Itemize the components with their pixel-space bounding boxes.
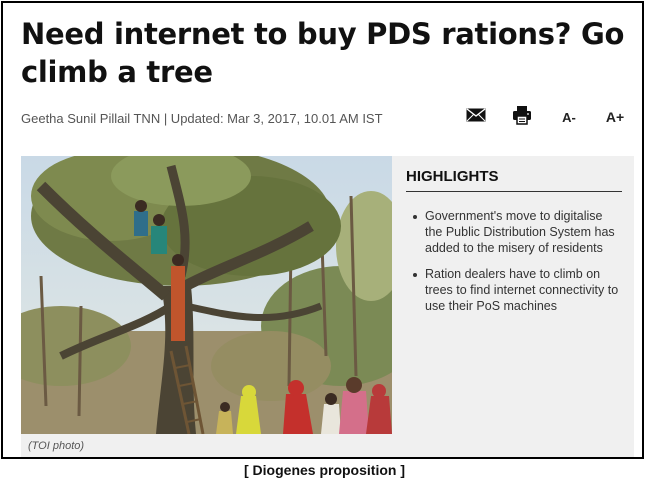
print-icon: [512, 105, 532, 130]
highlights-panel: HIGHLIGHTS Government's move to digitali…: [406, 156, 634, 434]
article-byline: Geetha Sunil Pillail TNN | Updated: Mar …: [21, 111, 383, 126]
highlight-item: Ration dealers have to climb on trees to…: [410, 266, 622, 314]
highlights-list: Government's move to digitalise the Publ…: [410, 208, 622, 324]
article-headline: Need internet to buy PDS rations? Go cli…: [21, 17, 625, 89]
mail-button[interactable]: [463, 105, 489, 129]
article-media: (TOI photo) HIGHLIGHTS Government's move…: [21, 156, 634, 457]
article-frame: Need internet to buy PDS rations? Go cli…: [1, 1, 644, 459]
highlights-title: HIGHLIGHTS: [406, 168, 622, 192]
decrease-font-button[interactable]: A-: [562, 109, 576, 125]
photo-caption: (TOI photo): [28, 440, 85, 452]
highlight-item: Government's move to digitalise the Publ…: [410, 208, 622, 256]
article-photo: [21, 156, 392, 434]
mail-icon: [466, 107, 486, 127]
increase-font-button[interactable]: A+: [605, 109, 625, 125]
image-caption: [ Diogenes proposition ]: [244, 462, 405, 478]
print-button[interactable]: [509, 105, 535, 129]
article-toolbar: A- A+: [463, 105, 633, 129]
